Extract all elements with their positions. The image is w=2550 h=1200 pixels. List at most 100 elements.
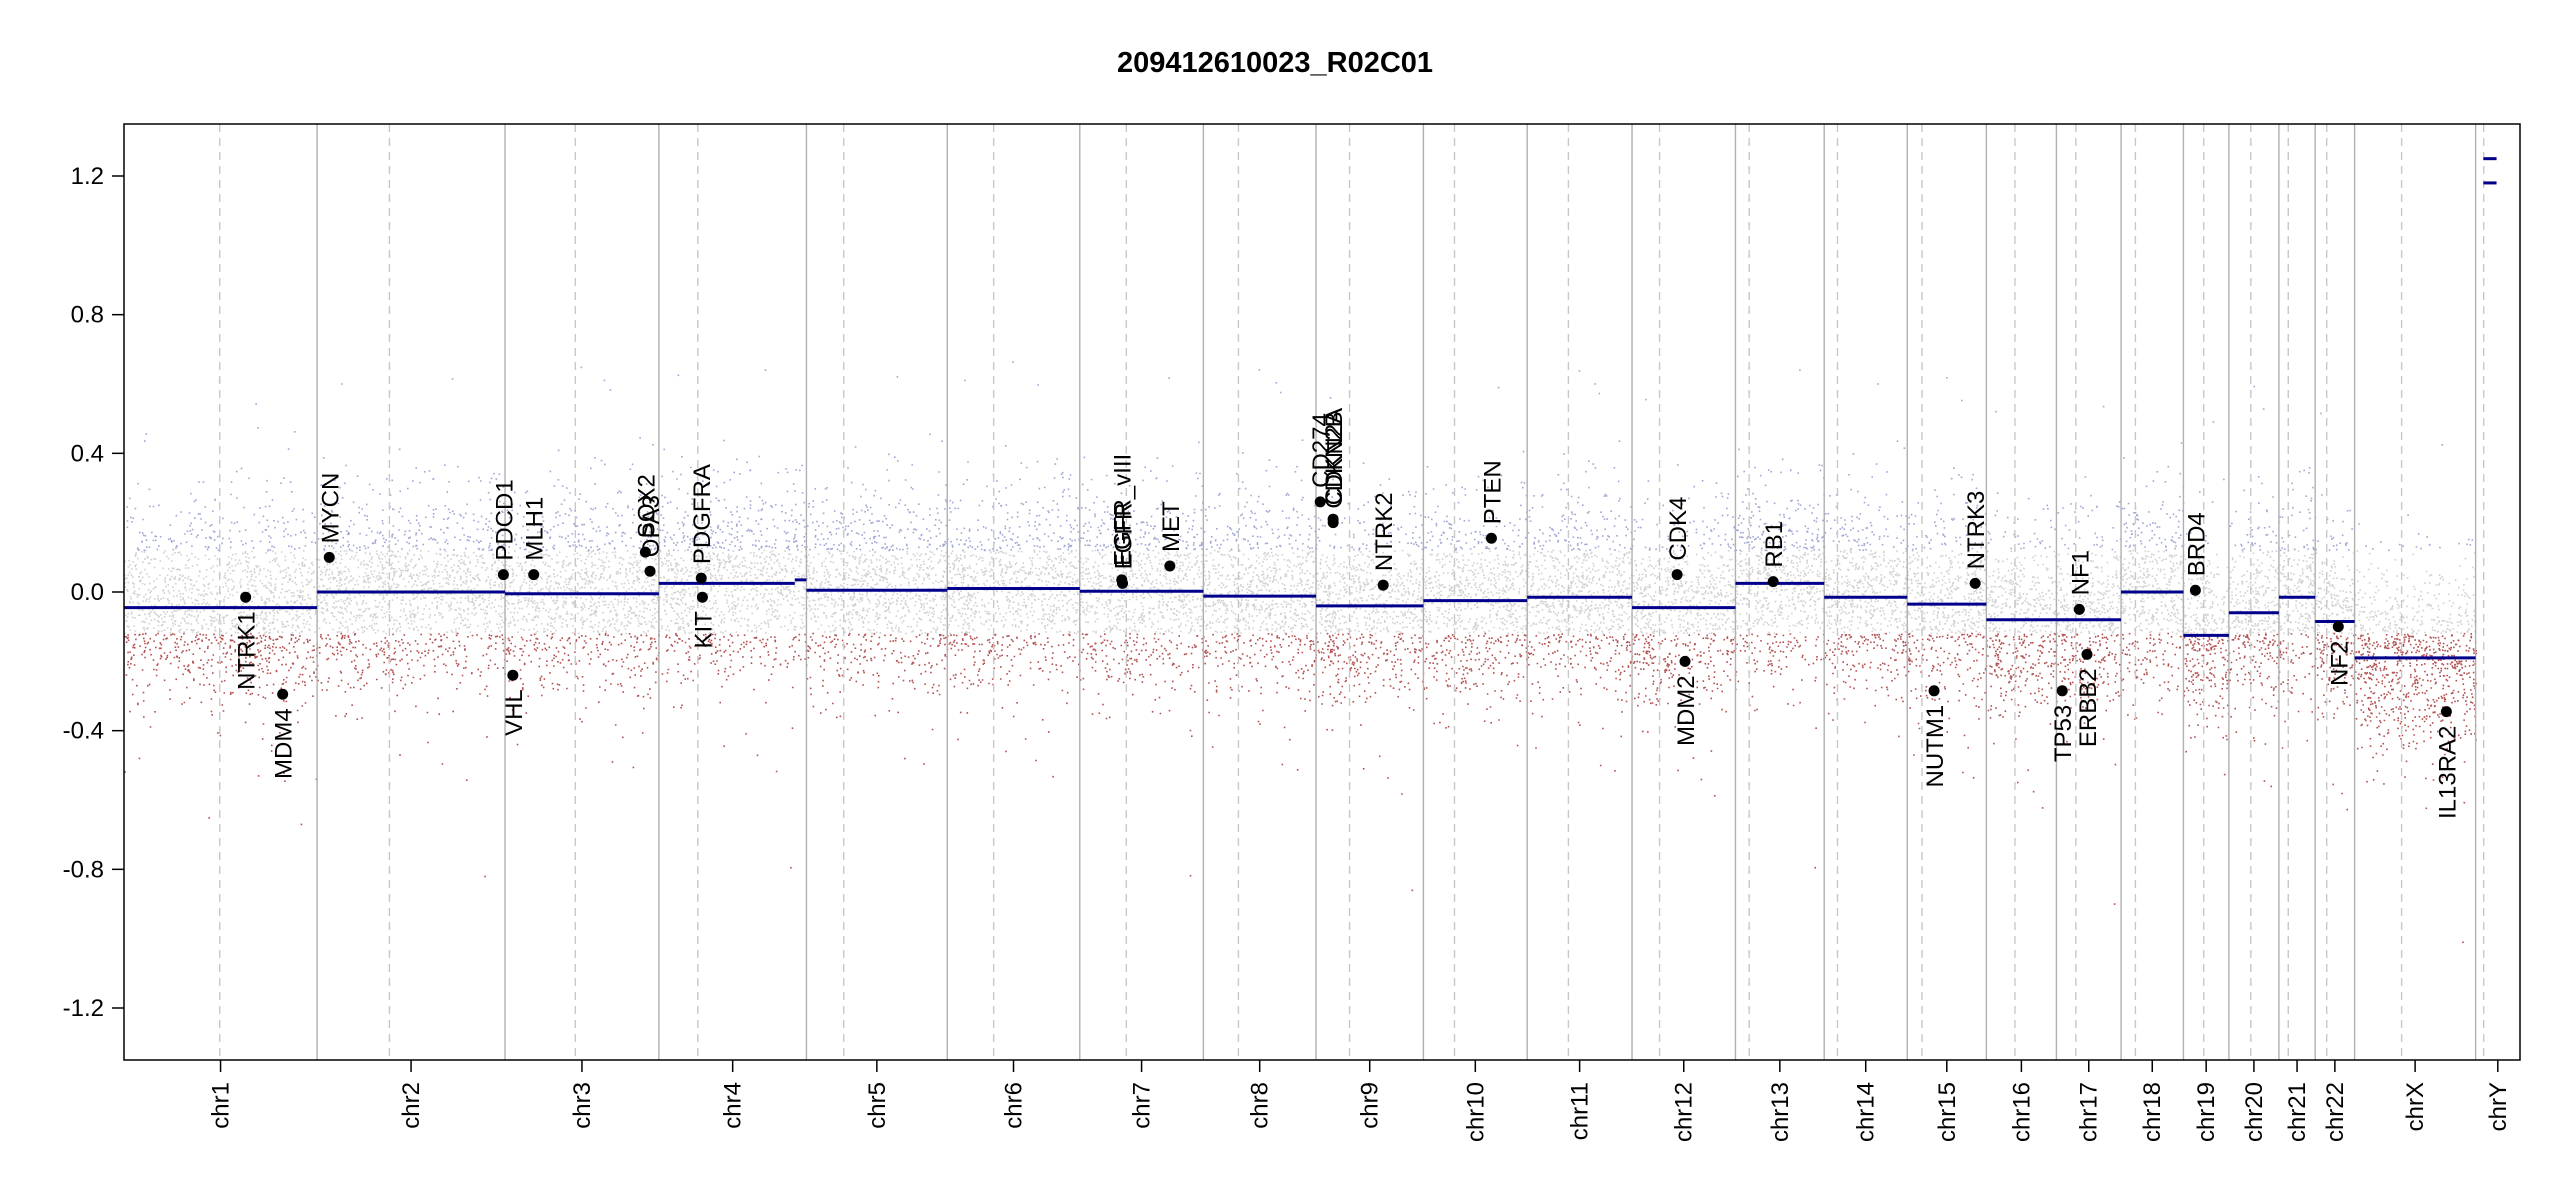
points-chr14-neutral (1824, 549, 1909, 635)
points-chr5-loss (806, 632, 949, 765)
points-chr1-neutral (124, 549, 319, 635)
points-chr17-neutral (2056, 550, 2123, 635)
points-chr10-neutral (1423, 549, 1529, 635)
gene-point (1377, 579, 1389, 591)
x-axis: chr1 chr2 chr3 chr4 chr5 chr6 chr7 chr8 chr9 chr1… (208, 1060, 2512, 1142)
gene-label: PDCD1 (491, 479, 518, 560)
gene-label: NF1 (2067, 550, 2094, 595)
chromosome-label: chr1 (208, 1082, 235, 1129)
y-tick-label: 0.0 (71, 579, 104, 606)
chromosome-label: chr9 (1357, 1082, 1384, 1129)
gene-point (2056, 685, 2068, 697)
gene-label: BRD4 (2183, 512, 2210, 576)
gene-point (1767, 576, 1779, 588)
points-chr9-gain (1317, 397, 1424, 551)
points-chr21-neutral (2278, 549, 2316, 635)
points-chr10-loss (1423, 632, 1529, 747)
gene-point (1679, 655, 1691, 667)
gene-point (2081, 648, 2093, 660)
gene-label: EGFR_vIII (1110, 454, 1137, 566)
points-chr9-loss (1317, 632, 1425, 892)
gene-label: OPA3 (638, 495, 665, 557)
points-chr6-neutral (947, 549, 1082, 635)
points-chr19-gain (2186, 421, 2225, 546)
gene-label: SOX2 (633, 474, 660, 538)
gene-label: IL13RA2 (2434, 726, 2461, 819)
points-chr4-loss (661, 632, 808, 869)
points-chr12-neutral (1632, 550, 1737, 635)
gene-label: NTRK1 (234, 611, 261, 690)
chromosome-label: chr2 (398, 1082, 425, 1129)
gene-label: MDM2 (1673, 675, 1700, 746)
gene-point (323, 551, 335, 563)
chromosome-label: chr21 (2284, 1082, 2311, 1142)
points-chr20-gain (2229, 385, 2280, 551)
points-chr8-loss (1203, 632, 1318, 771)
gene-label: RB1 (1761, 521, 1788, 568)
points-chr19-loss (2183, 633, 2231, 776)
chromosome-label: chr18 (2139, 1082, 2166, 1142)
chromosome-label: chr16 (2008, 1082, 2035, 1142)
points-chr5-gain (807, 376, 949, 552)
points-chr1-loss (124, 632, 319, 826)
chromosome-label: chrX (2402, 1082, 2429, 1131)
points-chr13-gain (1735, 369, 1826, 552)
gene-point (696, 591, 708, 603)
points-chr22-loss (2316, 632, 2357, 811)
y-tick-label: 0.8 (71, 302, 104, 329)
points-chr3-loss (505, 632, 660, 769)
points-chr18-loss (2121, 632, 2185, 720)
gene-point (497, 569, 509, 581)
chromosome-label: chr22 (2322, 1082, 2349, 1142)
gene-point (2440, 706, 2452, 718)
chromosome-label: chr14 (1853, 1082, 1880, 1142)
gene-point (277, 688, 289, 700)
points-chr10-gain (1423, 386, 1528, 551)
chromosome-label: chr17 (2076, 1082, 2103, 1142)
chromosome-label: chr11 (1567, 1082, 1594, 1140)
centromere-lines (219, 124, 2485, 1060)
points-chr18-neutral (2121, 549, 2185, 635)
y-tick-label: -1.2 (63, 995, 104, 1022)
points-chr13-loss (1735, 633, 1825, 869)
gene-point (1969, 577, 1981, 589)
y-tick-label: -0.4 (63, 718, 104, 745)
points-chr21-loss (2279, 633, 2317, 749)
chromosome-label: chr12 (1671, 1082, 1698, 1142)
points-chr16-loss (1987, 632, 2058, 809)
gene-label: VHL (501, 689, 528, 736)
gene-point (240, 591, 252, 603)
chromosome-label: chr20 (2241, 1082, 2268, 1142)
points-chr7-gain (1080, 377, 1204, 552)
gene-label: ERBB2 (2075, 668, 2102, 747)
gene-point (2332, 621, 2344, 633)
gene-label: NUTM1 (1922, 705, 1949, 788)
points-chr20-neutral (2229, 550, 2280, 635)
gene-label: CD274 (1308, 413, 1335, 488)
gene-label: MLH1 (522, 497, 549, 561)
gene-point (1314, 496, 1326, 508)
points-chr1-gain (126, 380, 317, 552)
gene-label: TP53 (2050, 705, 2077, 762)
gene-point (528, 569, 540, 581)
segments (124, 157, 2497, 660)
y-tick-label: 1.2 (71, 163, 104, 190)
gene-point (639, 546, 651, 558)
gene-point (695, 572, 707, 584)
y-tick-label: 0.4 (71, 440, 104, 467)
points-chr3-neutral (505, 549, 661, 635)
gene-label: EGFR (1111, 503, 1138, 570)
gene-point (1928, 685, 1940, 697)
gene-label: PDGFRA (689, 464, 716, 564)
plot-frame (123, 123, 2521, 1061)
chromosome-label: chr13 (1767, 1082, 1794, 1142)
chromosome-label: chr5 (864, 1082, 891, 1129)
points-chrX-loss (2354, 632, 2478, 944)
gene-label: KIT (690, 611, 717, 649)
gene-label: MYCN (317, 473, 344, 544)
chromosome-label: chr7 (1129, 1082, 1156, 1129)
points-chr8-neutral (1203, 549, 1318, 635)
